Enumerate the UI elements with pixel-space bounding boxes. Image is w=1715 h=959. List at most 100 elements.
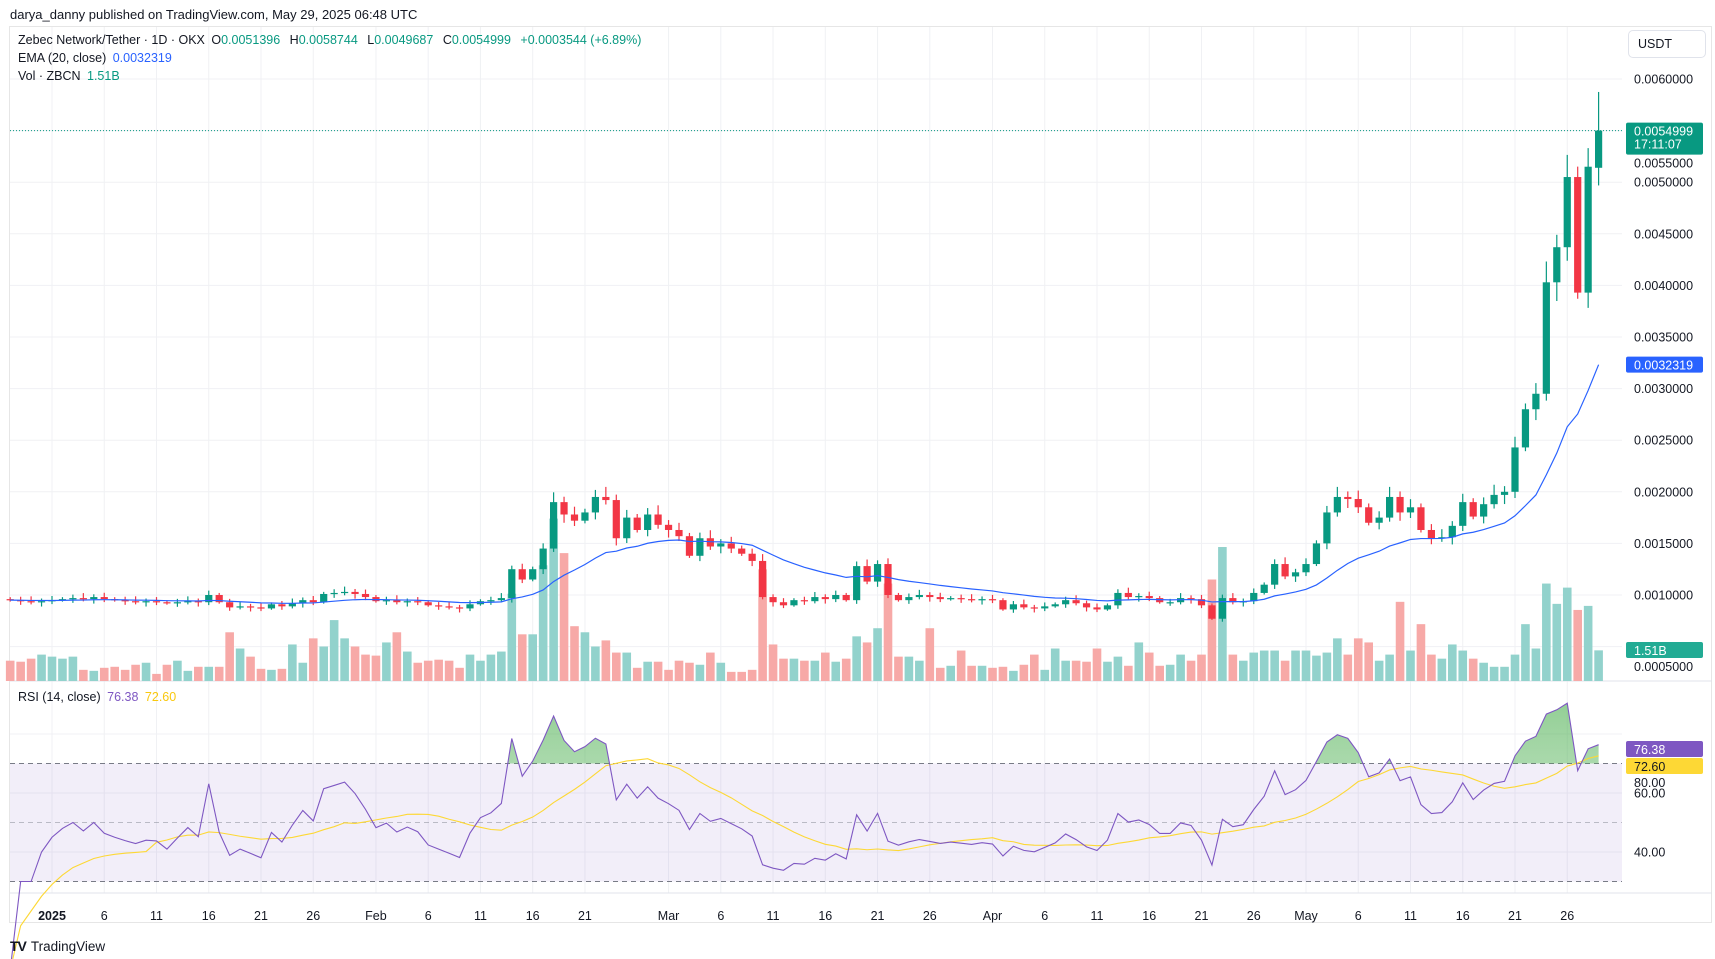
candle-body <box>1553 247 1561 283</box>
volume-bar <box>1531 648 1541 681</box>
volume-bar <box>5 660 15 681</box>
rsi-legend[interactable]: RSI (14, close) 76.38 72.60 <box>18 690 179 704</box>
currency-button[interactable]: USDT <box>1628 30 1706 58</box>
candle-body <box>403 601 411 603</box>
volume-bar <box>267 669 276 681</box>
candle-body <box>602 496 610 501</box>
candle-body <box>1197 599 1206 606</box>
volume-bar <box>1270 650 1279 681</box>
candle-body <box>351 591 359 594</box>
candle-body <box>1333 496 1341 513</box>
time-axis-label: 21 <box>871 909 885 923</box>
volume-bar <box>915 660 924 681</box>
time-axis-label: 21 <box>1195 909 1209 923</box>
change-value: +0.0003544 (+6.89%) <box>520 33 642 47</box>
volume-bar <box>1468 658 1478 681</box>
candle-body <box>811 597 819 602</box>
candle-body <box>821 597 829 600</box>
candle-body <box>1490 494 1498 505</box>
volume-bar <box>444 660 454 681</box>
candle-body <box>6 599 14 601</box>
volume-bar <box>350 646 360 681</box>
volume-bar <box>737 671 746 681</box>
volume-bar <box>204 666 214 681</box>
open-value: 0.0051396 <box>221 33 281 47</box>
candle-body <box>487 600 495 602</box>
price-axis-label: 0.0045000 <box>1634 227 1693 241</box>
price-badge-bg <box>1626 122 1703 155</box>
volume-bar <box>1353 638 1363 681</box>
volume-bar <box>1082 661 1091 681</box>
ema-label: EMA (20, close) <box>18 51 107 65</box>
candle-body <box>288 603 296 607</box>
volume-bar <box>800 660 809 681</box>
volume-bar <box>392 632 402 681</box>
volume-bar <box>68 656 78 681</box>
volume-bar <box>423 660 433 681</box>
candles <box>6 91 1603 622</box>
ema-value: 0.0032319 <box>112 51 172 65</box>
candle-body <box>1229 598 1237 603</box>
volume-bar <box>559 553 569 681</box>
volume-bar <box>852 636 861 681</box>
candle-body <box>194 601 202 603</box>
time-axis-label: 16 <box>202 909 216 923</box>
candle-body <box>873 564 882 582</box>
volume-bar <box>1573 609 1582 681</box>
volume-bar <box>120 669 130 681</box>
chart-frame <box>9 26 1712 923</box>
ema-legend[interactable]: EMA (20, close) 0.0032319 <box>18 51 175 65</box>
time-axis-label: 6 <box>101 909 108 923</box>
volume-bar <box>716 662 726 681</box>
candle-body <box>978 599 986 601</box>
candle-body <box>205 595 213 603</box>
candle-body <box>257 607 265 609</box>
volume-bar <box>768 644 778 681</box>
volume-bar <box>256 668 266 681</box>
tradingview-logo[interactable]: TV TradingView <box>10 938 105 954</box>
candle-body <box>1480 504 1488 517</box>
price-axis-label: 0.0040000 <box>1634 279 1693 293</box>
volume-bar <box>1479 662 1488 681</box>
volume-bars <box>5 518 1603 681</box>
symbol-name[interactable]: Zebec Network/Tether · 1D · OKX <box>18 33 205 47</box>
rsi-axis-label: 80.00 <box>1634 776 1665 790</box>
candle-body <box>215 595 223 603</box>
candle-body <box>1218 598 1226 619</box>
volume-bar <box>1489 666 1499 681</box>
time-axis-label: 21 <box>578 909 592 923</box>
ema-line <box>10 364 1600 604</box>
volume-bar <box>371 655 381 681</box>
candle-body <box>936 597 944 600</box>
volume-bar <box>1333 638 1342 681</box>
volume-bar <box>308 638 318 681</box>
candle-body <box>1208 605 1216 619</box>
indicator-lines <box>10 130 1622 959</box>
rsi-band <box>10 763 1622 882</box>
candle-body <box>414 601 422 603</box>
candle-body <box>915 595 923 598</box>
ema-badge-text: 0.0032319 <box>1634 359 1693 373</box>
volume-legend[interactable]: Vol · ZBCN 1.51B <box>18 69 123 83</box>
time-axis-label: 26 <box>923 909 937 923</box>
candle-body <box>644 514 652 530</box>
rsi-axis-label: 40.00 <box>1634 846 1665 860</box>
volume-bar <box>1207 579 1217 681</box>
candle-body <box>727 543 735 549</box>
volume-bar <box>1009 670 1018 681</box>
time-axis-label: 21 <box>1508 909 1522 923</box>
volume-bar <box>497 651 506 681</box>
time-axis-label: Feb <box>365 909 387 923</box>
volume-bar <box>894 656 903 681</box>
volume-bar <box>674 660 684 681</box>
candle-body <box>1135 596 1143 598</box>
time-axis-label: 6 <box>717 909 724 923</box>
candle-body <box>1187 598 1195 600</box>
candle-body <box>1386 496 1394 518</box>
volume-bar <box>298 662 308 681</box>
candle-body <box>1375 517 1383 523</box>
candle-body <box>550 502 558 549</box>
time-axis-label: 6 <box>1041 909 1048 923</box>
candle-body <box>581 512 589 521</box>
